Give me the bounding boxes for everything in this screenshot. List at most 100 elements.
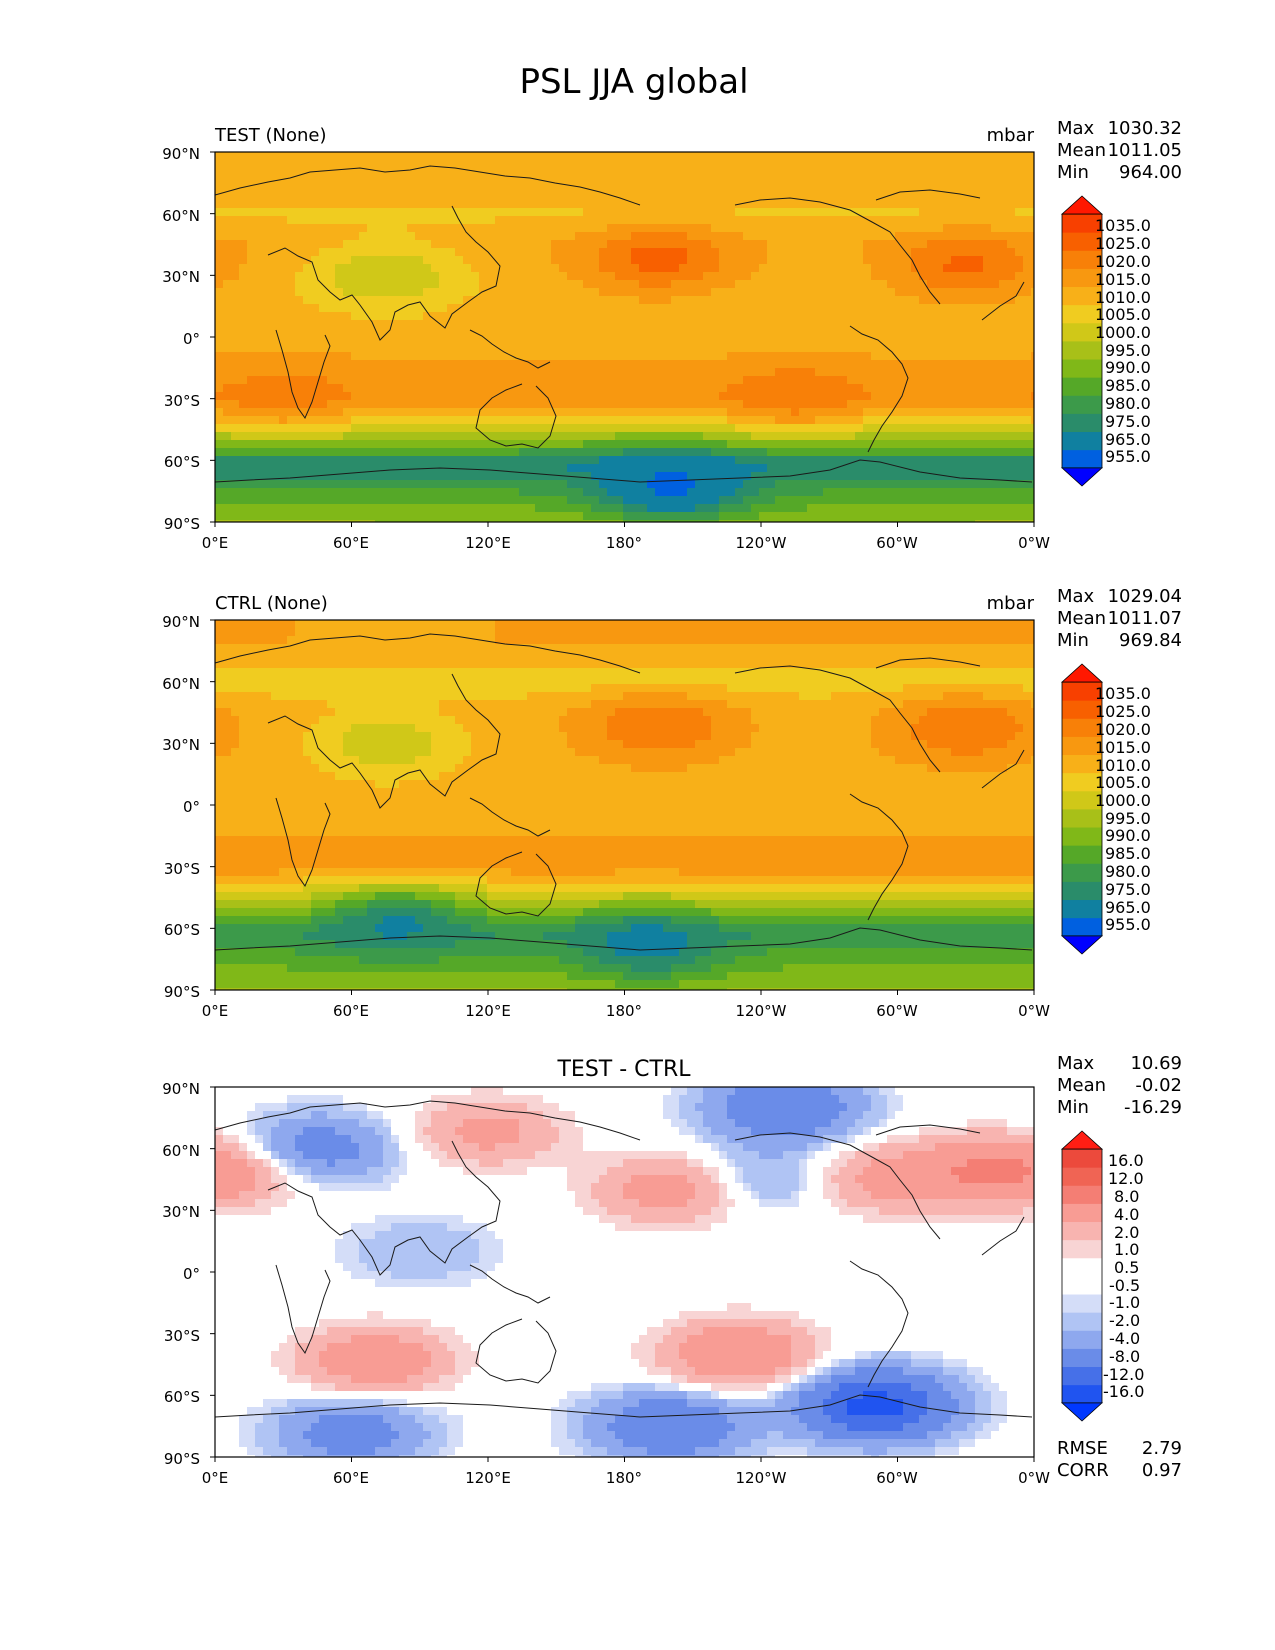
field-cell (431, 400, 440, 409)
field-cell (351, 248, 360, 257)
field-cell (583, 296, 592, 305)
field-cell (663, 320, 672, 329)
field-cell (519, 392, 528, 401)
field-cell (487, 232, 496, 241)
field-cell (903, 216, 912, 225)
field-cell (895, 424, 904, 433)
field-cell (479, 496, 488, 505)
field-cell (327, 496, 336, 505)
field-cell (607, 192, 616, 201)
field-cell (559, 168, 568, 177)
field-cell (703, 448, 712, 457)
field-cell (911, 360, 920, 369)
field-cell (319, 464, 328, 473)
field-cell (911, 256, 920, 265)
field-cell (255, 160, 264, 169)
field-cell (287, 504, 296, 513)
field-cell (399, 168, 408, 177)
field-cell (655, 192, 664, 201)
field-cell (447, 304, 456, 313)
field-cell (695, 280, 704, 289)
field-cell (935, 208, 944, 217)
field-cell (647, 448, 656, 457)
field-cell (303, 384, 312, 393)
field-cell (783, 272, 792, 281)
field-cell (951, 296, 960, 305)
field-cell (639, 400, 648, 409)
field-cell (447, 432, 456, 441)
field-cell (775, 264, 784, 273)
field-cell (823, 620, 832, 629)
field-cell (1023, 368, 1032, 377)
field-cell (871, 232, 880, 241)
field-cell (319, 368, 328, 377)
field-cell (311, 152, 320, 161)
field-cell (503, 208, 512, 217)
field-cell (559, 496, 568, 505)
field-cell (895, 368, 904, 377)
field-cell (839, 480, 848, 489)
field-cell (943, 296, 952, 305)
field-cell (215, 208, 224, 217)
field-cell (1007, 216, 1016, 225)
field-cell (671, 512, 680, 521)
field-cell (647, 240, 656, 249)
field-cell (559, 416, 568, 425)
field-cell (551, 160, 560, 169)
field-cell (751, 208, 760, 217)
field-cell (471, 288, 480, 297)
field-cell (631, 336, 640, 345)
field-cell (663, 456, 672, 465)
field-cell (959, 336, 968, 345)
field-cell (743, 360, 752, 369)
field-cell (1007, 424, 1016, 433)
field-cell (927, 488, 936, 497)
field-cell (711, 224, 720, 233)
field-cell (543, 288, 552, 297)
field-cell (519, 352, 528, 361)
field-cell (335, 496, 344, 505)
field-cell (535, 272, 544, 281)
field-cell (943, 352, 952, 361)
field-cell (855, 200, 864, 209)
field-cell (383, 424, 392, 433)
field-cell (551, 512, 560, 521)
field-cell (671, 384, 680, 393)
field-cell (959, 480, 968, 489)
field-cell (471, 488, 480, 497)
field-cell (935, 192, 944, 201)
field-cell (463, 464, 472, 473)
field-cell (575, 240, 584, 249)
field-cell (655, 280, 664, 289)
field-cell (255, 344, 264, 353)
field-cell (503, 232, 512, 241)
field-cell (295, 152, 304, 161)
field-cell (391, 312, 400, 321)
field-cell (775, 424, 784, 433)
field-cell (279, 512, 288, 521)
field-cell (855, 288, 864, 297)
field-cell (583, 432, 592, 441)
field-cell (279, 304, 288, 313)
field-cell (895, 620, 904, 629)
field-cell (535, 520, 544, 522)
field-cell (575, 176, 584, 185)
field-cell (1031, 320, 1034, 329)
field-cell (455, 456, 464, 465)
field-cell (479, 392, 488, 401)
field-cell (631, 248, 640, 257)
field-cell (287, 200, 296, 209)
field-cell (887, 296, 896, 305)
field-cell (623, 336, 632, 345)
field-cell (527, 392, 536, 401)
field-cell (871, 416, 880, 425)
field-cell (487, 168, 496, 177)
field-cell (719, 256, 728, 265)
field-cell (383, 256, 392, 265)
field-cell (575, 152, 584, 161)
field-cell (695, 496, 704, 505)
field-cell (279, 296, 288, 305)
field-cell (975, 240, 984, 249)
field-cell (1015, 416, 1024, 425)
field-cell (439, 408, 448, 417)
